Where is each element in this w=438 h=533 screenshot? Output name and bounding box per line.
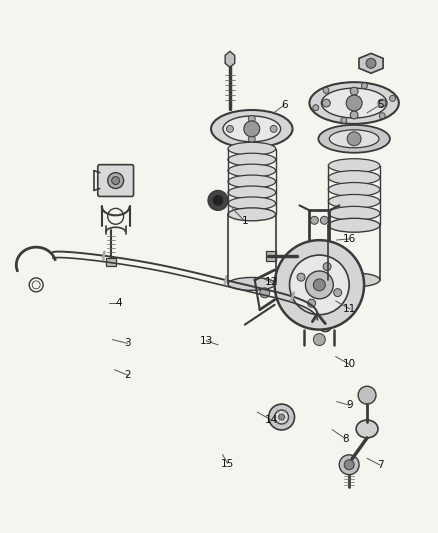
Text: 6: 6 [281, 100, 288, 110]
Ellipse shape [228, 164, 276, 177]
Circle shape [112, 176, 120, 184]
Circle shape [268, 404, 294, 430]
Circle shape [305, 271, 333, 299]
Ellipse shape [328, 171, 380, 184]
Ellipse shape [228, 208, 276, 221]
Circle shape [322, 99, 330, 107]
Text: 5: 5 [377, 100, 383, 110]
Text: 3: 3 [124, 338, 131, 348]
Ellipse shape [328, 159, 380, 173]
Text: 2: 2 [124, 370, 131, 380]
Circle shape [350, 111, 358, 119]
Ellipse shape [328, 195, 380, 208]
Text: 9: 9 [346, 400, 353, 410]
Ellipse shape [228, 142, 276, 155]
Ellipse shape [228, 197, 276, 210]
FancyBboxPatch shape [98, 165, 134, 197]
Text: 15: 15 [221, 458, 234, 469]
Ellipse shape [328, 206, 380, 220]
Polygon shape [225, 51, 235, 67]
Circle shape [347, 132, 361, 146]
Circle shape [366, 58, 376, 68]
Circle shape [313, 104, 319, 111]
Ellipse shape [228, 153, 276, 166]
Circle shape [290, 255, 349, 314]
Ellipse shape [321, 88, 387, 118]
Text: 13: 13 [199, 336, 212, 345]
Bar [266, 251, 276, 261]
Circle shape [297, 273, 305, 281]
Circle shape [314, 334, 325, 345]
Ellipse shape [223, 116, 281, 142]
Circle shape [350, 87, 358, 95]
Circle shape [379, 112, 385, 119]
Ellipse shape [228, 175, 276, 188]
Circle shape [389, 95, 396, 101]
Ellipse shape [356, 420, 378, 438]
Circle shape [307, 299, 316, 307]
Circle shape [108, 173, 124, 189]
Circle shape [358, 386, 376, 404]
Ellipse shape [329, 130, 379, 148]
Circle shape [323, 87, 329, 93]
Ellipse shape [328, 182, 380, 197]
Circle shape [320, 216, 328, 224]
Circle shape [311, 216, 318, 224]
Text: 4: 4 [116, 297, 122, 308]
Ellipse shape [211, 110, 293, 148]
Text: 11: 11 [343, 304, 356, 314]
Ellipse shape [328, 273, 380, 287]
Circle shape [248, 135, 255, 142]
Circle shape [208, 190, 228, 211]
Circle shape [248, 116, 255, 123]
Circle shape [339, 455, 359, 475]
Circle shape [226, 125, 233, 132]
Text: 16: 16 [343, 234, 356, 244]
Text: 7: 7 [377, 460, 383, 470]
Circle shape [244, 121, 260, 137]
Circle shape [275, 410, 289, 424]
Bar [106, 258, 116, 266]
Circle shape [260, 288, 270, 298]
Text: 10: 10 [343, 359, 356, 369]
Circle shape [323, 263, 331, 271]
Ellipse shape [328, 219, 380, 232]
Circle shape [213, 196, 223, 205]
Circle shape [275, 240, 364, 329]
Text: 12: 12 [265, 277, 278, 287]
Polygon shape [359, 53, 383, 73]
Ellipse shape [309, 82, 399, 124]
Text: 8: 8 [342, 434, 349, 443]
Ellipse shape [228, 186, 276, 199]
Circle shape [341, 117, 347, 123]
Circle shape [270, 125, 277, 132]
Circle shape [334, 289, 342, 296]
Text: 14: 14 [265, 415, 278, 425]
Circle shape [279, 414, 285, 420]
Circle shape [361, 83, 367, 89]
Ellipse shape [228, 278, 276, 290]
Circle shape [346, 95, 362, 111]
Circle shape [314, 279, 325, 291]
Ellipse shape [318, 125, 390, 153]
Circle shape [344, 460, 354, 470]
Circle shape [378, 99, 386, 107]
Text: 1: 1 [242, 216, 248, 227]
